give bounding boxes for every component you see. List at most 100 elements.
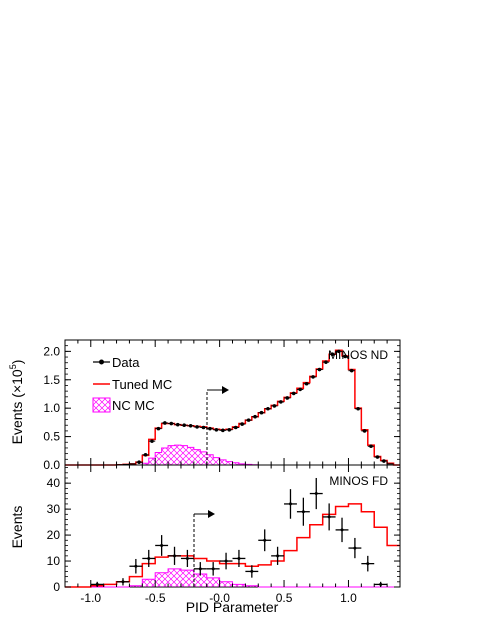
fd-tuned-mc-series <box>65 503 400 588</box>
data-point <box>324 360 328 364</box>
legend-item-nc-mc: NC MC <box>92 397 155 413</box>
fd-cut-arrow <box>193 510 215 587</box>
data-point <box>143 452 148 457</box>
data-point <box>266 406 270 411</box>
nc-mc-outline <box>65 568 400 588</box>
tuned-mc-line <box>65 503 400 588</box>
data-point <box>169 421 174 426</box>
data-point <box>314 492 318 496</box>
data-point <box>240 422 244 426</box>
nc-mc-bin <box>232 584 246 587</box>
data-point <box>353 546 357 550</box>
data-point <box>285 396 290 400</box>
data-point <box>224 559 228 563</box>
legend-label-nc-mc: NC MC <box>112 398 155 413</box>
hatch-swatch-icon <box>92 397 111 413</box>
nc-mc-bin <box>168 445 175 465</box>
data-point <box>263 538 267 542</box>
y-tick-label: 40 <box>47 476 61 490</box>
nd-panel-label: MINOS ND <box>328 348 388 362</box>
data-point <box>340 528 344 532</box>
data-point <box>163 421 167 425</box>
nc-mc-bin <box>193 574 207 587</box>
data-point <box>250 569 254 573</box>
data-point <box>291 391 296 396</box>
fd-y-axis: 0 10 20 30 40 <box>47 467 400 594</box>
data-point <box>298 387 302 392</box>
y-tick-label: 30 <box>47 502 61 516</box>
data-point <box>160 543 164 547</box>
nc-mc-bin <box>168 568 181 587</box>
data-point <box>259 410 264 415</box>
x-tick-label: 0.5 <box>276 591 293 605</box>
nc-mc-bin <box>180 445 188 465</box>
data-point <box>382 459 386 463</box>
nc-mc-bin <box>245 585 259 587</box>
nd-y-axis-label: Events (×105) <box>8 360 25 445</box>
data-point <box>175 422 180 427</box>
data-point <box>121 580 125 584</box>
y-tick-label: 0 <box>53 580 60 594</box>
nc-mc-bin <box>180 570 194 587</box>
data-point <box>221 428 225 433</box>
nc-mc-bin <box>232 462 239 465</box>
nc-mc-bin <box>155 572 169 587</box>
x-tick-label: -1.0 <box>80 591 101 605</box>
fd-panel: 0 10 20 30 40 -1.0 -0.5 -0.0 0.5 1.0 MINOS FD Ev… <box>9 464 401 615</box>
data-point <box>211 567 215 571</box>
x-tick-label: -0.0 <box>209 591 230 605</box>
data-point <box>330 352 335 357</box>
data-point <box>185 556 189 560</box>
fd-x-axis: -1.0 -0.5 -0.0 0.5 1.0 <box>64 465 401 605</box>
data-point <box>279 400 283 404</box>
data-point <box>137 460 141 464</box>
data-point <box>233 425 238 430</box>
data-point <box>362 429 367 433</box>
data-point <box>272 404 277 408</box>
nc-mc-bin <box>174 445 181 465</box>
data-point <box>276 554 280 558</box>
data-point <box>311 375 315 379</box>
nc-mc-bin <box>200 451 207 465</box>
data-point <box>253 414 257 419</box>
legend-item-data: Data <box>93 355 140 370</box>
nc-mc-bin <box>142 579 156 587</box>
nc-mc-bin <box>193 449 201 465</box>
data-point <box>343 354 348 359</box>
data-point <box>227 427 232 432</box>
data-point <box>173 554 177 558</box>
nc-mc-bin <box>206 577 220 587</box>
data-point <box>208 426 212 431</box>
nd-y-axis: 0.0 0.5 1.0 1.5 2.0 <box>43 339 400 472</box>
nc-mc-bin <box>213 457 220 465</box>
data-point <box>201 425 206 430</box>
data-point <box>156 426 161 431</box>
data-marker-icon <box>99 359 104 365</box>
nc-mc-bin <box>155 452 162 465</box>
data-point <box>349 368 354 373</box>
nc-mc-bin <box>238 463 246 465</box>
nd-cut-arrow <box>206 386 229 465</box>
data-point <box>147 556 151 560</box>
x-tick-label: 1.0 <box>340 591 357 605</box>
data-point <box>317 367 322 372</box>
data-point <box>327 515 331 519</box>
nd-panel: 0.0 0.5 1.0 1.5 2.0 MINOS ND Data Tuned MC N… <box>8 339 401 472</box>
data-point <box>366 562 370 566</box>
nc-mc-bin <box>219 581 233 587</box>
data-point <box>134 564 138 568</box>
nc-mc-bin <box>187 447 194 465</box>
legend-item-tuned-mc: Tuned MC <box>93 377 172 392</box>
data-point <box>198 567 202 571</box>
x-tick-label: -0.5 <box>145 591 166 605</box>
data-point <box>301 510 305 514</box>
y-tick-label: 1.5 <box>43 373 60 387</box>
legend-label-tuned-mc: Tuned MC <box>112 377 172 392</box>
data-point <box>182 423 186 428</box>
data-point <box>369 444 373 449</box>
data-point <box>214 427 219 432</box>
nc-mc-bin <box>226 461 233 465</box>
nc-mc-bin <box>206 454 214 465</box>
data-point <box>336 349 341 354</box>
